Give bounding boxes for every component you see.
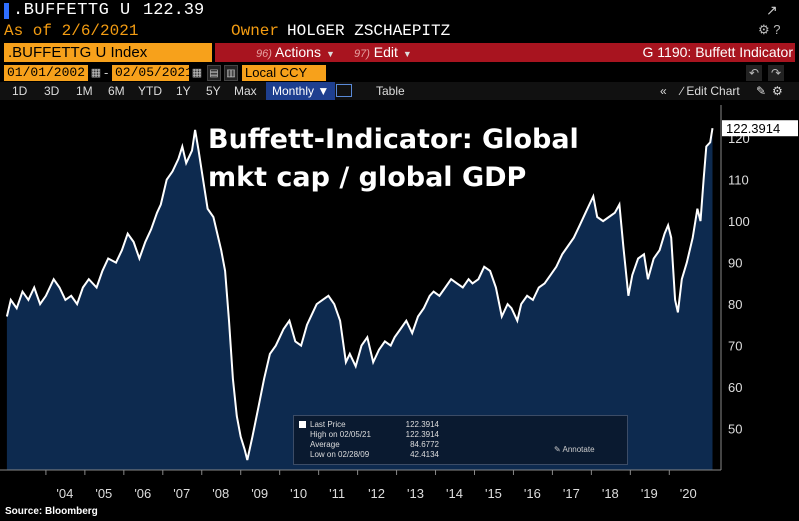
last-value-tag: 122.3914 (722, 120, 798, 137)
period-ytd[interactable]: YTD (138, 84, 162, 98)
x-tick-label: '11 (329, 486, 345, 501)
period-1y[interactable]: 1Y (176, 84, 191, 98)
legend-box[interactable]: Last Price High on 02/05/21 Average Low … (293, 415, 628, 465)
period-5y[interactable]: 5Y (206, 84, 221, 98)
chart-title-line1: Buffett-Indicator: Global (208, 124, 579, 155)
window-controls[interactable]: ⚙ ? (758, 22, 781, 38)
x-tick-label: '18 (602, 486, 619, 501)
x-tick-label: '10 (290, 486, 307, 501)
legend-avg-value: 84.6772 (410, 440, 439, 449)
period-6m[interactable]: 6M (108, 84, 125, 98)
end-date-input[interactable]: 02/05/2021 (112, 65, 193, 81)
edit-icon[interactable]: ✎ (756, 84, 767, 98)
period-max[interactable]: Max (234, 84, 257, 98)
security-header: .BUFFETTG U 122.39 ↗ (0, 0, 799, 22)
collapse-icon[interactable]: « (660, 84, 667, 98)
y-tick-label: 110 (728, 173, 749, 188)
period-1d[interactable]: 1D (12, 84, 28, 98)
command-bar: .BUFFETTG U Index 96) Actions ▼ 97) Edit ▼… (0, 43, 799, 62)
settings-icon[interactable]: ⚙ (758, 22, 770, 37)
x-tick-label: '14 (446, 486, 463, 501)
x-tick-label: '15 (485, 486, 502, 501)
legend-high-value: 122.3914 (405, 430, 439, 439)
y-tick-label: 50 (728, 422, 742, 437)
legend-last-value: 122.3914 (405, 420, 439, 429)
period-toolbar: 1D 3D 1M 6M YTD 1Y 5Y Max Monthly ▼ Tabl… (0, 82, 799, 100)
chevron-down-icon: ▼ (402, 49, 412, 59)
range-separator: - (104, 65, 109, 80)
last-price: 122.39 (143, 1, 205, 20)
x-tick-label: '07 (173, 486, 190, 501)
legend-high-label: High on 02/05/21 (310, 430, 371, 439)
x-tick-label: '13 (407, 486, 424, 501)
period-stepper-alt[interactable]: ▥ (224, 65, 238, 81)
index-name-field[interactable]: .BUFFETTG U Index (4, 43, 212, 62)
period-3d[interactable]: 3D (44, 84, 60, 98)
y-tick-label: 60 (728, 380, 742, 395)
chevron-down-icon: ▼ (317, 84, 330, 98)
period-stepper[interactable]: ▤ (207, 65, 221, 81)
series-area (6, 128, 713, 470)
start-date-input[interactable]: 01/01/2002 (4, 65, 88, 81)
x-tick-label: '05 (95, 486, 112, 501)
calendar-icon[interactable]: ▦ (90, 67, 102, 79)
currency-select[interactable]: Local CCY (242, 65, 326, 81)
calendar-icon[interactable]: ▦ (191, 67, 203, 79)
info-row: As of 2/6/2021 Owner HOLGER ZSCHAEPITZ ⚙… (0, 22, 799, 42)
legend-low-value: 42.4134 (410, 450, 439, 459)
graph-title: G 1190: Buffett Indicator (642, 44, 793, 60)
legend-low-label: Low on 02/28/09 (310, 450, 370, 459)
redo-icon[interactable]: ↷ (768, 65, 784, 81)
annotate-button[interactable]: ✎ Annotate (554, 445, 595, 454)
chart-title-line2: mkt cap / global GDP (208, 162, 526, 193)
as-of-date: As of 2/6/2021 (4, 22, 139, 40)
ticker-symbol[interactable]: .BUFFETTG U (13, 1, 131, 20)
settings-icon[interactable]: ⚙ (772, 84, 783, 98)
x-tick-label: '08 (212, 486, 229, 501)
owner-label: Owner (231, 22, 280, 40)
table-button[interactable]: Table (376, 84, 405, 98)
help-icon[interactable]: ? (773, 22, 781, 37)
y-tick-label: 90 (728, 256, 742, 271)
edit-menu[interactable]: 97) Edit ▼ (354, 44, 412, 60)
x-tick-label: '06 (134, 486, 151, 501)
undo-icon[interactable]: ↶ (746, 65, 762, 81)
y-tick-label: 100 (728, 214, 750, 229)
ticker-marker (4, 3, 9, 19)
popout-icon[interactable]: ↗ (766, 2, 778, 18)
last-value-label: 122.3914 (726, 121, 780, 136)
y-tick-label: 70 (728, 339, 742, 354)
chevron-down-icon: ▼ (325, 49, 335, 59)
edit-chart-button[interactable]: ∕ Edit Chart (681, 84, 740, 98)
series-swatch (299, 421, 306, 428)
date-range-row: 01/01/2002 ▦ - 02/05/2021 ▦ ▤ ▥ Local CC… (0, 65, 799, 82)
x-tick-label: '20 (680, 486, 697, 501)
x-tick-label: '04 (56, 486, 73, 501)
period-1m[interactable]: 1M (76, 84, 93, 98)
y-tick-label: 80 (728, 297, 742, 312)
legend-last-label: Last Price (310, 420, 346, 429)
x-tick-label: '17 (563, 486, 580, 501)
x-tick-label: '09 (251, 486, 268, 501)
owner-name: HOLGER ZSCHAEPITZ (287, 22, 451, 40)
line-chart-icon[interactable] (336, 84, 352, 97)
actions-menu[interactable]: 96) Actions ▼ (256, 44, 335, 60)
frequency-select[interactable]: Monthly ▼ (266, 82, 336, 100)
x-tick-label: '19 (641, 486, 658, 501)
x-tick-label: '16 (524, 486, 541, 501)
legend-avg-label: Average (310, 440, 340, 449)
series-line[interactable] (5, 128, 714, 461)
menu-bar (215, 43, 795, 62)
x-tick-label: '12 (368, 486, 385, 501)
source-note: Source: Bloomberg (5, 506, 98, 517)
